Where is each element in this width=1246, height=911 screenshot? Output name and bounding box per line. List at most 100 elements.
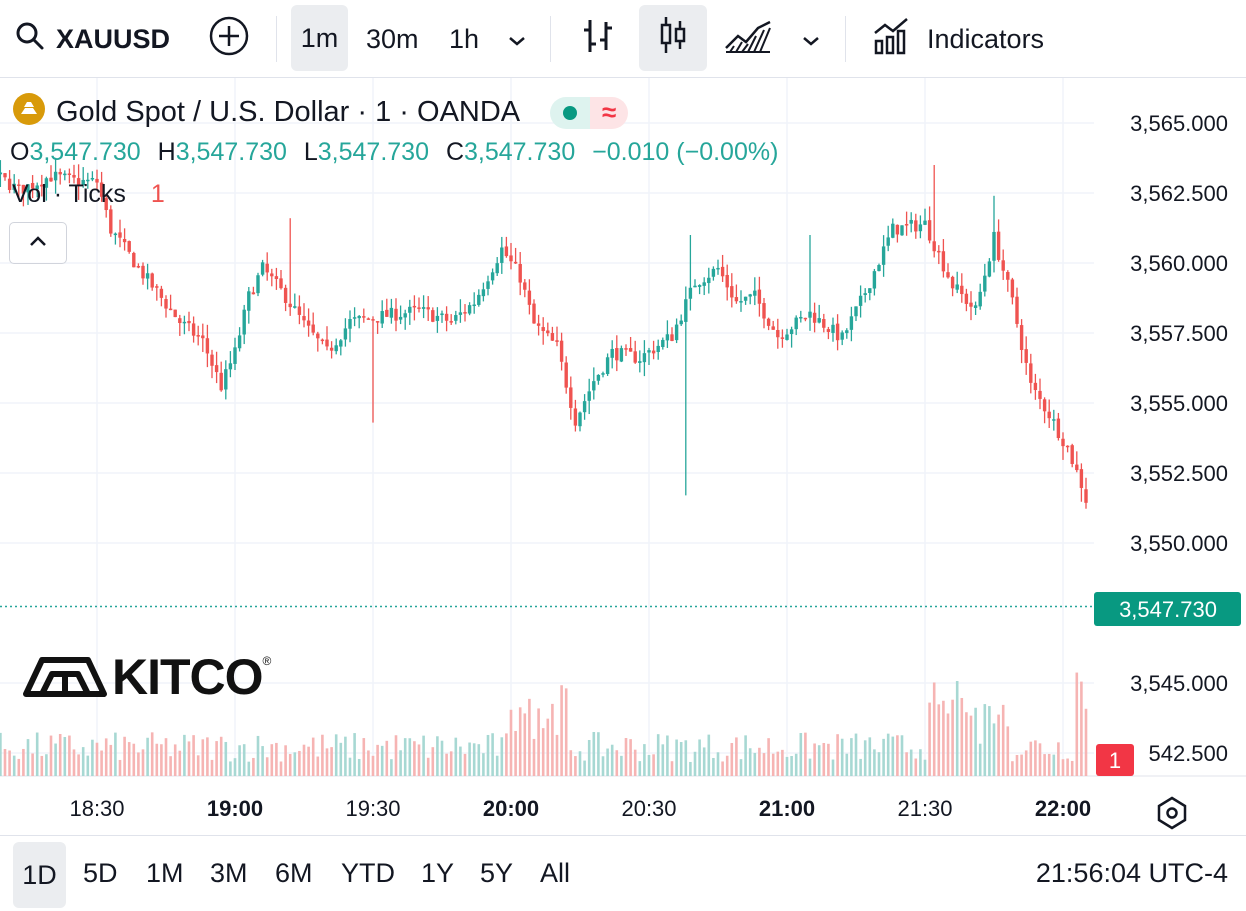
volume-bar [1011, 761, 1014, 776]
volume-bar [569, 750, 573, 776]
volume-bar [302, 744, 306, 776]
range-1m-button[interactable]: 1M [146, 836, 184, 911]
candle-body [661, 339, 665, 348]
close-label: C [445, 138, 464, 166]
range-ytd-button[interactable]: YTD [341, 836, 395, 911]
candle-body [877, 265, 881, 272]
range-3m-button[interactable]: 3M [210, 836, 248, 911]
volume-bar [196, 755, 200, 776]
volume-bar [321, 734, 324, 776]
volume-bar [509, 709, 513, 776]
range-1y-button[interactable]: 1Y [421, 836, 454, 911]
volume-bar [794, 753, 798, 776]
candle-body [260, 262, 265, 275]
delayed-data-icon: ≈ [590, 96, 629, 129]
candle-body [596, 374, 601, 381]
indicators-button[interactable]: Indicators [873, 0, 1044, 78]
candle-body [638, 361, 642, 363]
volume-bar [739, 759, 743, 776]
volume-bar [514, 730, 517, 776]
candle-body [950, 276, 955, 289]
candle-body [969, 302, 973, 307]
volume-bar [505, 733, 508, 776]
candle-body [398, 316, 403, 320]
interval-1h-button[interactable]: 1h [449, 0, 479, 78]
collapse-legend-button[interactable] [9, 222, 67, 264]
volume-bar [1052, 754, 1056, 776]
volume-bar [873, 749, 876, 776]
chart-settings-button[interactable] [1157, 796, 1187, 830]
volume-bar [753, 752, 757, 776]
chart-type-dropdown-button[interactable] [800, 0, 822, 78]
candles-chart-type-button[interactable] [639, 5, 707, 71]
volume-bar [974, 707, 977, 776]
volume-bar [17, 758, 21, 776]
candle-body [697, 285, 702, 287]
candle-body [495, 263, 499, 274]
symbol-search-button[interactable]: XAUUSD [14, 0, 170, 78]
candle-body [1075, 464, 1079, 471]
clock-label: 21:56:04 UTC-4 [1035, 858, 1228, 888]
volume-bar [49, 735, 53, 776]
volume-bar [735, 737, 738, 776]
candle-body [748, 294, 752, 297]
market-status-pill[interactable]: ≈ [550, 96, 629, 129]
candle-body [191, 323, 196, 336]
volume-bar [169, 756, 172, 776]
compare-symbol-button[interactable] [208, 0, 250, 78]
candle-body [205, 338, 210, 354]
candle-body [0, 172, 3, 175]
candle-body [872, 271, 877, 289]
range-5y-button[interactable]: 5Y [480, 836, 513, 911]
volume-bar [532, 738, 536, 776]
candle-body [987, 261, 992, 277]
area-chart-type-button[interactable] [724, 0, 772, 78]
range-5d-button[interactable]: 5D [83, 836, 118, 911]
candle-body [362, 316, 366, 318]
volume-bar [670, 761, 674, 776]
volume-bar [380, 745, 384, 776]
candle-body [210, 354, 214, 366]
candle-body [541, 327, 545, 332]
candle-body [463, 312, 467, 314]
candle-body [546, 330, 550, 334]
candle-body [228, 363, 233, 370]
range-all-button[interactable]: All [540, 836, 570, 911]
volume-bar [330, 747, 333, 776]
volume-bar [592, 732, 596, 776]
volume-bar [215, 741, 218, 776]
range-6m-button[interactable]: 6M [275, 836, 313, 911]
candle-body [196, 335, 200, 337]
interval-dropdown-button[interactable] [506, 0, 528, 78]
candle-body [444, 313, 449, 321]
candle-body [30, 182, 35, 189]
legend-title-row: Gold Spot / U.S. Dollar · 1 · OANDA ≈ [12, 92, 629, 133]
volume-bar [486, 734, 490, 776]
candle-body [863, 293, 867, 296]
candle-body [348, 318, 352, 329]
volume-bar [357, 758, 361, 776]
kitco-wordmark: KITCO [112, 649, 264, 705]
candle-body [923, 220, 927, 225]
volume-bar [624, 738, 628, 776]
bar-chart-type-button[interactable] [580, 0, 616, 78]
price-axis-label: 542.500 [1148, 741, 1228, 766]
range-1d-button[interactable]: 1D [13, 842, 66, 908]
candle-body [674, 324, 679, 341]
candle-body [610, 348, 614, 358]
price-chart[interactable]: 3,565.000 3,562.500 3,560.000 3,557.500 3,55… [0, 78, 1246, 835]
clock-timezone-button[interactable]: 21:56:04 UTC-4 [1036, 836, 1228, 911]
last-price-badge [1094, 592, 1241, 626]
candle-body [973, 305, 978, 308]
candle-body [334, 345, 338, 352]
interval-1m-button[interactable]: 1m [291, 5, 348, 71]
candle-body [932, 241, 936, 252]
candle-body [780, 337, 785, 339]
chart-area[interactable]: 3,565.000 3,562.500 3,560.000 3,557.500 3,55… [0, 78, 1246, 835]
candle-body [946, 272, 950, 278]
low-label: L [303, 138, 318, 166]
volume-bar [127, 742, 131, 776]
interval-30m-button[interactable]: 30m [366, 0, 419, 78]
volume-bar [725, 755, 729, 776]
volume-bar [656, 734, 660, 776]
